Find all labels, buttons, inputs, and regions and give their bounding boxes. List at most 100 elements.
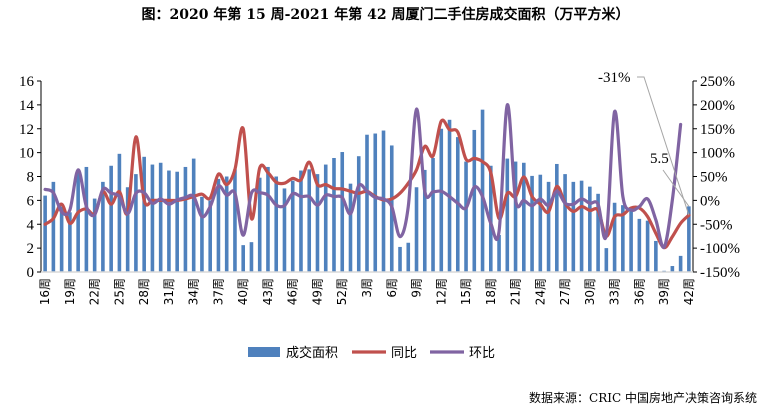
right-tick-label: -50%: [700, 217, 733, 233]
bar: [299, 170, 303, 272]
bar: [249, 242, 254, 272]
bar: [555, 163, 559, 272]
bar: [290, 180, 295, 272]
right-tick-label: 250%: [700, 74, 735, 90]
bar: [612, 202, 617, 272]
x-tick-label: 28周: [137, 278, 151, 305]
annotation-bar-label: 5.5: [650, 151, 669, 167]
left-tick-label: 2: [27, 241, 35, 257]
bar: [224, 176, 229, 272]
legend-yoy-label: 同比: [391, 346, 417, 361]
legend-mom-label: 环比: [469, 346, 495, 361]
right-tick-label: 150%: [700, 122, 735, 138]
bar: [274, 176, 279, 272]
bar: [687, 206, 691, 272]
bar: [654, 240, 658, 272]
bar: [315, 174, 320, 272]
bar: [579, 180, 584, 272]
right-tick-label: 50%: [700, 170, 728, 186]
x-tick-label: 36周: [632, 278, 646, 305]
bar: [406, 242, 411, 272]
bar: [373, 133, 378, 272]
bar: [101, 181, 105, 272]
bar: [142, 156, 146, 272]
annotation-bar-leader: [662, 169, 690, 207]
bar: [505, 158, 510, 272]
x-tick-label: 9周: [410, 278, 424, 298]
bar: [480, 109, 485, 273]
bar: [117, 153, 122, 272]
bar: [365, 134, 369, 272]
left-tick-label: 12: [19, 122, 34, 138]
x-tick-label: 43周: [261, 278, 275, 305]
bar: [150, 164, 155, 272]
x-tick-label: 39周: [657, 278, 671, 305]
bar: [134, 174, 138, 272]
bar: [76, 170, 80, 272]
x-tick-label: 34周: [187, 278, 201, 305]
bar: [431, 157, 435, 272]
bar: [530, 175, 534, 272]
bar: [257, 177, 262, 272]
bar: [282, 188, 287, 272]
x-tick-label: 40周: [236, 278, 250, 305]
x-tick-label: 49周: [310, 278, 324, 305]
left-tick-label: 6: [27, 193, 35, 209]
bar: [200, 196, 204, 272]
bar: [92, 198, 97, 272]
bar: [191, 158, 196, 272]
bar: [183, 166, 188, 272]
x-tick-label: 18周: [484, 278, 498, 305]
left-tick-label: 16: [19, 74, 35, 90]
bar: [645, 220, 650, 272]
bar: [233, 169, 237, 272]
bar: [588, 186, 592, 272]
bar: [356, 156, 361, 272]
right-tick-label: 100%: [700, 146, 735, 162]
bar: [678, 255, 683, 272]
x-tick-label: 16周: [38, 278, 52, 305]
right-tick-label: -150%: [700, 265, 740, 281]
bar: [398, 246, 402, 272]
bar: [158, 162, 163, 272]
x-tick-label: 22周: [88, 278, 102, 305]
bar: [513, 161, 518, 272]
bar: [596, 193, 600, 272]
bar: [266, 166, 270, 272]
bar: [546, 181, 551, 272]
bar: [604, 248, 609, 272]
bar: [422, 169, 427, 272]
x-tick-label: 31周: [162, 278, 176, 305]
bar: [629, 208, 633, 272]
bar: [51, 181, 56, 272]
bar: [125, 187, 130, 272]
bar: [340, 152, 345, 272]
bar: [414, 187, 419, 272]
x-tick-label: 30周: [583, 278, 597, 305]
x-tick-label: 37周: [211, 278, 225, 305]
left-tick-label: 14: [19, 98, 35, 114]
bar: [84, 166, 89, 272]
mom-line: [43, 103, 683, 249]
bar: [68, 212, 72, 272]
x-tick-label: 6周: [385, 278, 399, 298]
bar: [563, 174, 567, 272]
x-tick-label: 21周: [509, 278, 523, 305]
bar: [323, 164, 328, 272]
bar: [348, 183, 353, 272]
x-tick-label: 42周: [682, 278, 696, 305]
bar: [216, 178, 221, 272]
x-tick-label: 33周: [608, 278, 622, 305]
x-tick-label: 24周: [533, 278, 547, 305]
annotation-yoy-leader: [637, 76, 690, 216]
x-tick-label: 19周: [63, 278, 77, 305]
bar: [497, 234, 501, 272]
bar: [464, 161, 468, 272]
source-note: 数据来源：CRIC 中国房地产决策咨询系统: [529, 391, 757, 405]
legend-bar-label: 成交面积: [286, 345, 338, 361]
left-tick-label: 4: [27, 217, 35, 233]
bar: [621, 205, 625, 272]
bar: [43, 195, 47, 272]
x-tick-label: 3周: [360, 278, 374, 298]
